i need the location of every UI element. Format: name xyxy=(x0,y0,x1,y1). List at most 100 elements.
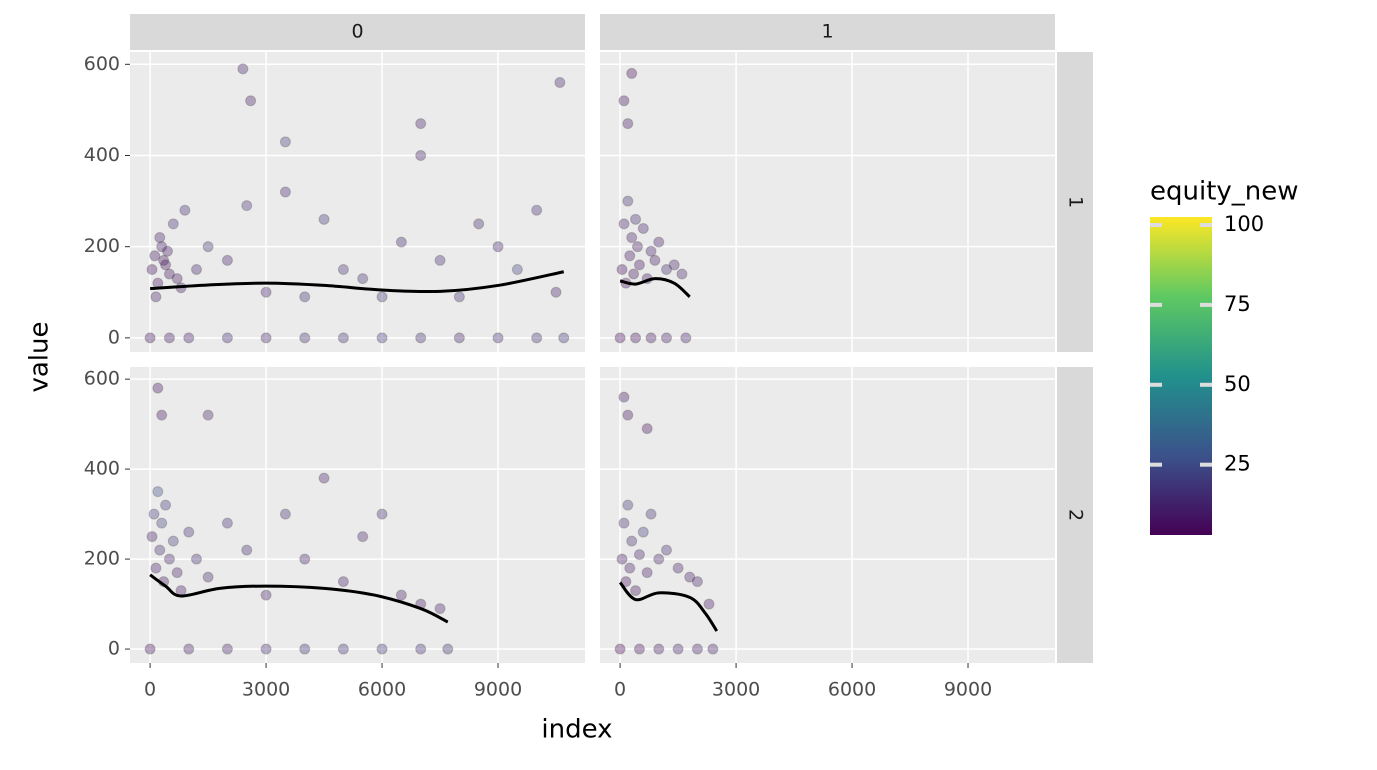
point xyxy=(245,95,257,107)
point xyxy=(150,291,162,303)
point xyxy=(637,222,649,234)
facet-strip xyxy=(600,14,1055,50)
point xyxy=(299,332,311,344)
point xyxy=(660,263,672,275)
point xyxy=(618,218,630,230)
y-tick-label: 200 xyxy=(84,548,120,570)
point xyxy=(622,409,634,421)
point xyxy=(622,195,634,207)
point xyxy=(260,286,272,298)
point xyxy=(628,268,640,280)
point xyxy=(645,332,657,344)
point xyxy=(337,643,349,655)
x-tick-label: 9000 xyxy=(474,679,522,701)
point xyxy=(653,553,665,565)
y-axis-label: value xyxy=(25,321,55,392)
point xyxy=(434,254,446,266)
point xyxy=(160,259,172,271)
point xyxy=(357,273,369,285)
point xyxy=(171,567,183,579)
point xyxy=(550,286,562,298)
point xyxy=(630,332,642,344)
point xyxy=(167,218,179,230)
point xyxy=(453,332,465,344)
y-tick-label: 200 xyxy=(84,235,120,257)
point xyxy=(279,136,291,148)
point xyxy=(179,204,191,216)
point xyxy=(221,254,233,266)
point xyxy=(221,332,233,344)
point xyxy=(633,643,645,655)
smooth-line xyxy=(619,277,691,298)
point xyxy=(146,263,158,275)
y-tick-label: 600 xyxy=(84,368,120,390)
colorbar-label: 50 xyxy=(1224,372,1251,396)
point xyxy=(337,576,349,588)
point xyxy=(376,291,388,303)
point xyxy=(531,332,543,344)
smooth-line xyxy=(150,270,565,294)
point xyxy=(618,95,630,107)
point xyxy=(626,232,638,244)
point xyxy=(171,273,183,285)
point xyxy=(622,499,634,511)
point xyxy=(653,236,665,248)
smooth-line xyxy=(149,573,449,624)
point xyxy=(626,67,638,79)
point xyxy=(299,291,311,303)
point xyxy=(149,250,161,262)
point xyxy=(299,553,311,565)
point xyxy=(163,332,175,344)
point xyxy=(691,643,703,655)
colorbar xyxy=(1150,217,1212,535)
y-tick-label: 600 xyxy=(84,53,120,75)
point xyxy=(221,643,233,655)
point xyxy=(146,531,158,543)
point xyxy=(684,571,696,583)
point xyxy=(453,291,465,303)
point xyxy=(637,526,649,538)
point xyxy=(616,553,628,565)
point xyxy=(668,259,680,271)
point xyxy=(680,332,692,344)
point xyxy=(554,77,566,89)
point xyxy=(337,332,349,344)
point xyxy=(415,643,427,655)
x-tick-label: 6000 xyxy=(358,679,406,701)
colorbar-title: equity_new xyxy=(1150,177,1299,207)
y-tick-label: 400 xyxy=(84,458,120,480)
point xyxy=(618,391,630,403)
point xyxy=(630,213,642,225)
point xyxy=(531,204,543,216)
point xyxy=(660,544,672,556)
x-axis-label: index xyxy=(541,715,612,745)
colorbar-label: 100 xyxy=(1224,212,1264,236)
point xyxy=(415,118,427,130)
point xyxy=(183,526,195,538)
point xyxy=(492,332,504,344)
point xyxy=(622,118,634,130)
point xyxy=(614,332,626,344)
point xyxy=(202,409,214,421)
panel-background xyxy=(130,52,585,352)
point xyxy=(511,263,523,275)
facet-strip xyxy=(1057,367,1093,663)
point xyxy=(395,236,407,248)
point xyxy=(167,535,179,547)
point xyxy=(624,562,636,574)
facet-strip xyxy=(130,14,585,50)
point xyxy=(626,535,638,547)
point xyxy=(442,643,454,655)
point xyxy=(279,186,291,198)
point xyxy=(260,332,272,344)
facet-label: 2 xyxy=(1065,509,1087,521)
point xyxy=(649,254,661,266)
point xyxy=(415,332,427,344)
point xyxy=(434,603,446,615)
point xyxy=(691,576,703,588)
point xyxy=(645,508,657,520)
point xyxy=(707,643,719,655)
point xyxy=(318,472,330,484)
point xyxy=(279,508,291,520)
